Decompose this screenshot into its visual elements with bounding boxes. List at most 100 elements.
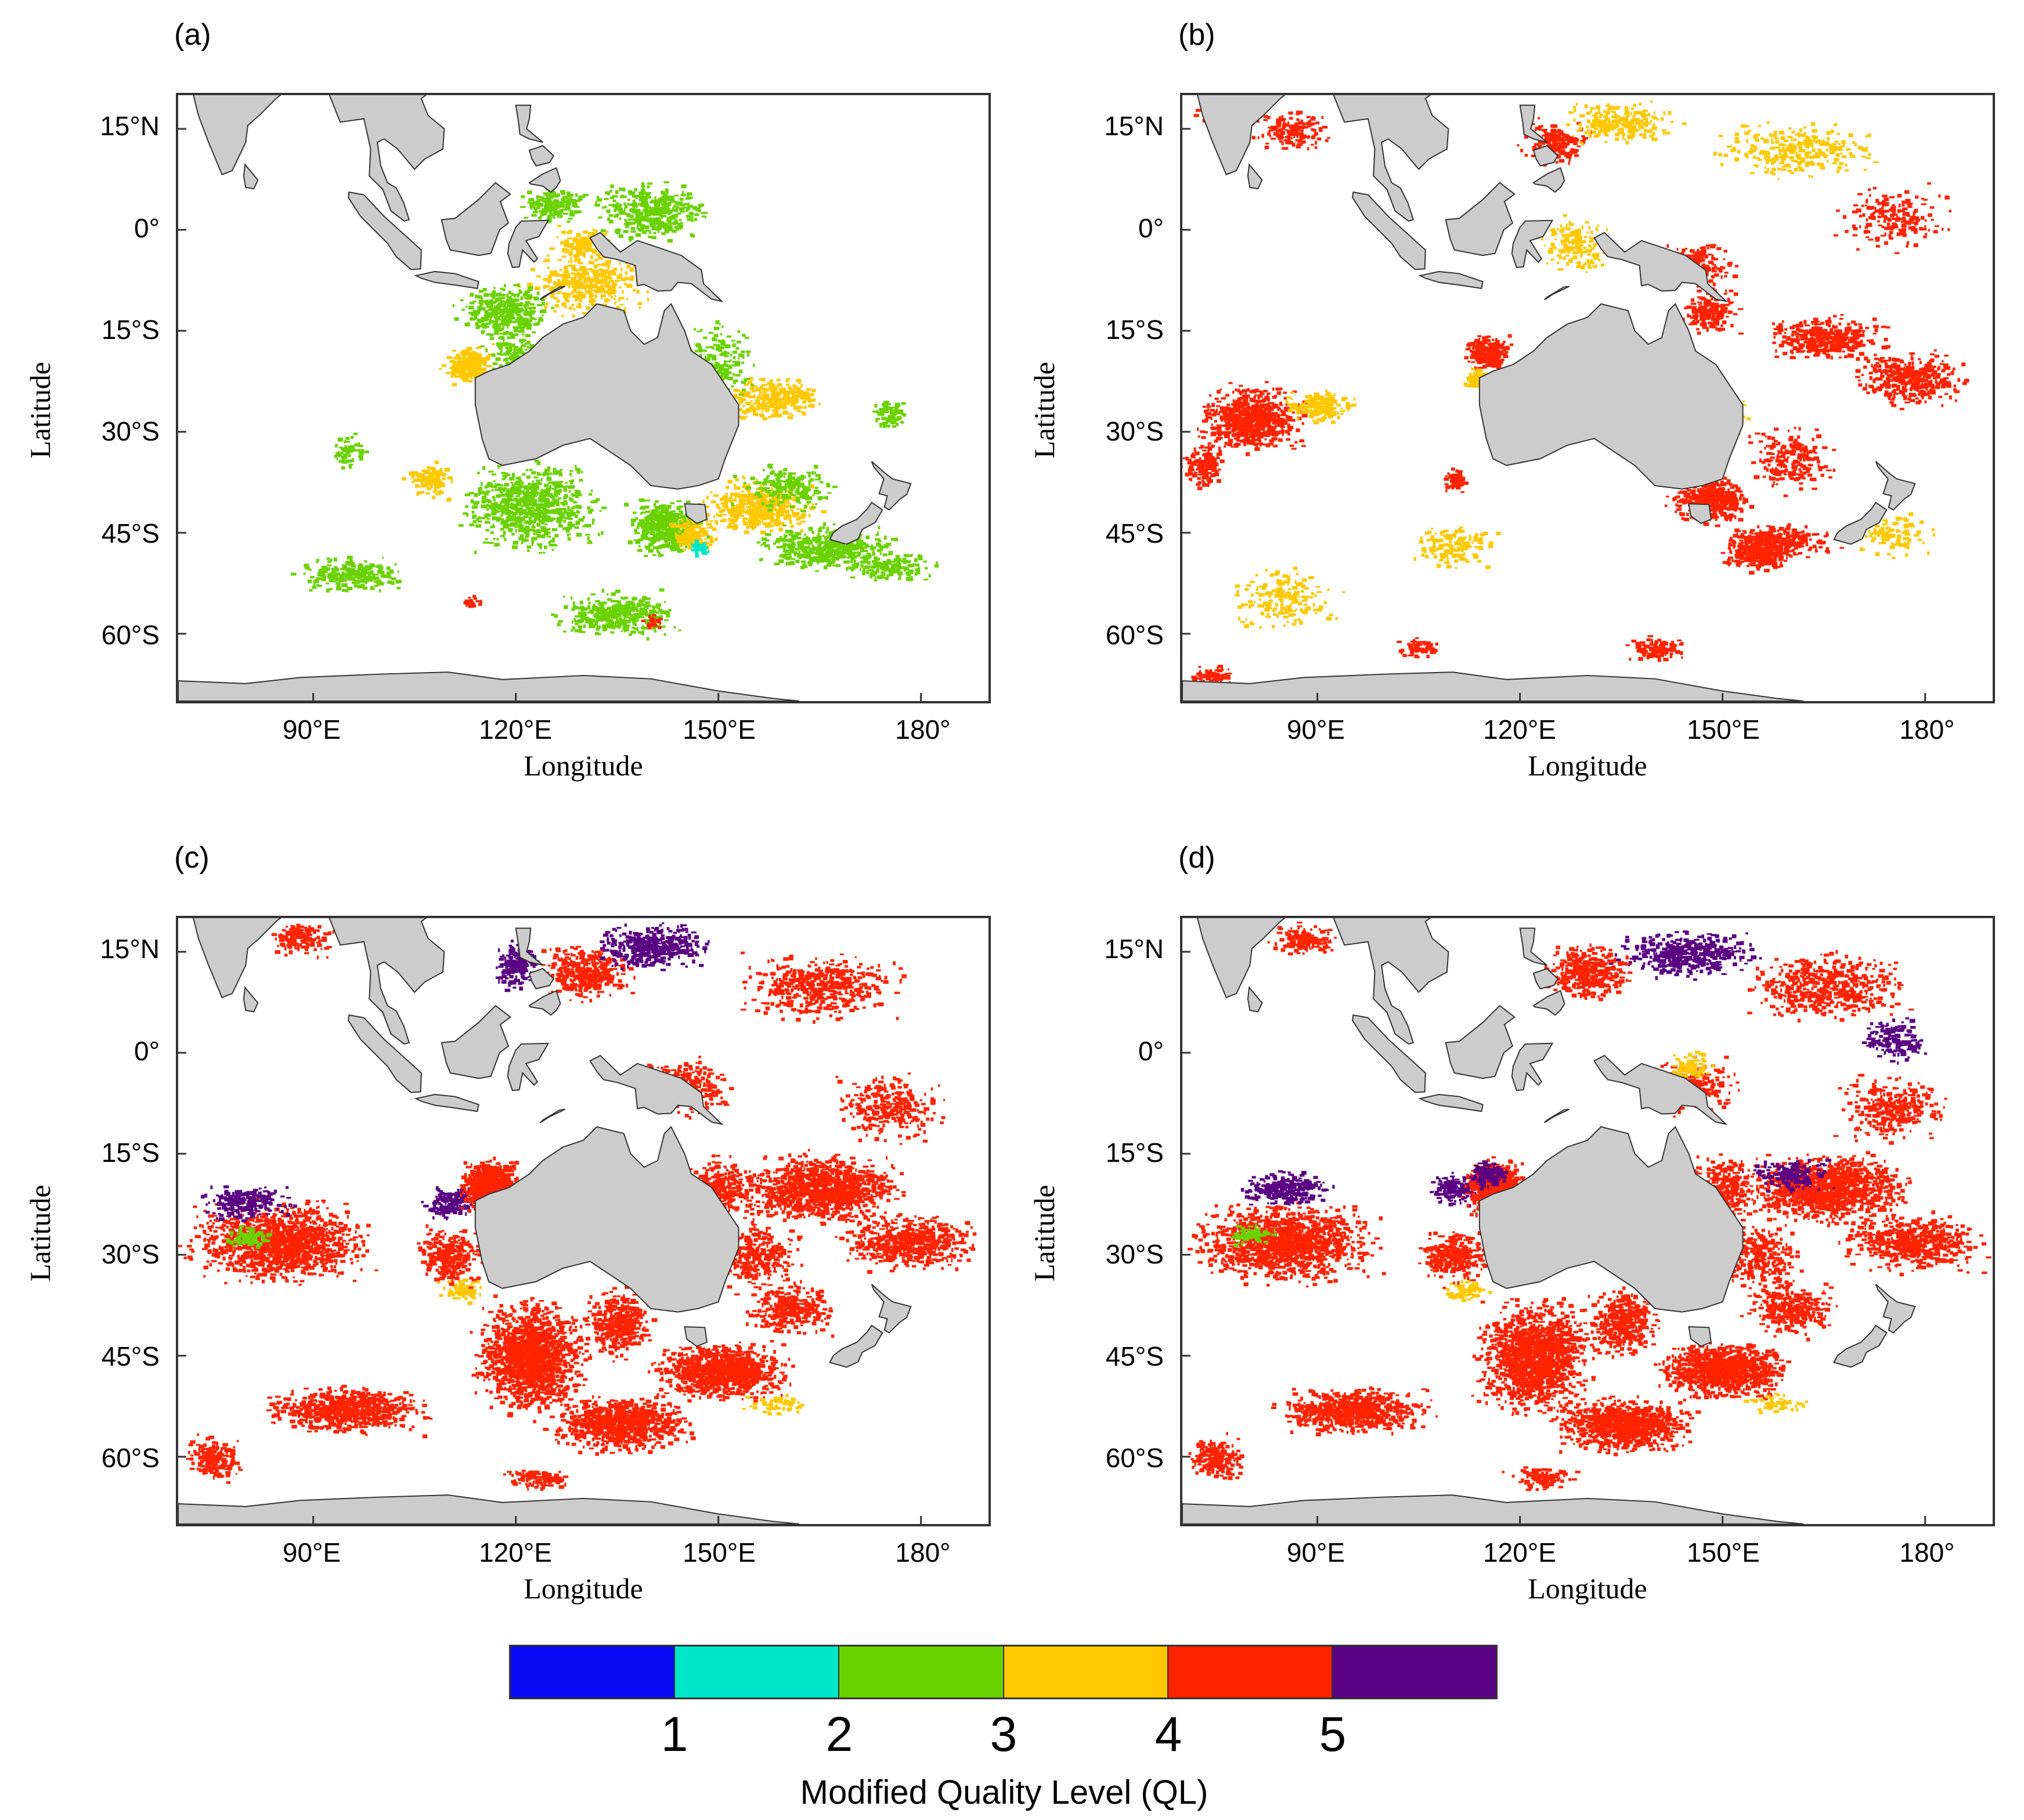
ql-cluster	[520, 187, 589, 223]
land-nz_south	[1833, 1324, 1888, 1368]
ql-cluster	[439, 343, 495, 387]
ql-cluster	[1680, 287, 1744, 338]
ql-cluster	[1187, 1198, 1386, 1288]
panel-c: (c) Longitude Latitude 15°N 0° 15°S 30°S 45°…	[0, 823, 1012, 1646]
land-luzon	[515, 927, 543, 966]
lon-tick-label: 90°E	[282, 1537, 341, 1568]
ql-cluster	[1740, 1281, 1838, 1342]
ql-cluster	[756, 522, 899, 572]
ql-cluster	[600, 922, 710, 972]
lon-tick-label: 120°E	[479, 714, 552, 745]
ql-cluster	[458, 460, 607, 554]
lat-tick-label: 45°S	[101, 518, 160, 548]
land-sumatra	[1352, 1014, 1426, 1093]
map-canvas	[1182, 918, 1991, 1524]
land-antarctica	[178, 671, 800, 701]
lat-tick-label: 45°S	[1105, 518, 1164, 548]
ql-cluster	[290, 555, 402, 593]
ql-speckle-field	[290, 181, 939, 641]
land-india	[193, 95, 282, 176]
ql-cluster	[1855, 349, 1969, 410]
land-borneo	[1445, 182, 1516, 257]
land-tasmania	[1688, 503, 1712, 524]
ql-cluster	[582, 1285, 658, 1363]
land-mindanao	[1532, 167, 1565, 193]
land-australia	[474, 1125, 739, 1313]
land-mindanao	[528, 990, 561, 1016]
lat-tick-label: 15°S	[101, 1138, 160, 1168]
ql-cluster	[1471, 1297, 1597, 1417]
land-timor	[1543, 286, 1570, 301]
ql-cluster	[178, 1197, 378, 1286]
ql-cluster	[401, 460, 453, 502]
panel-label: (b)	[1178, 18, 1215, 52]
colorbar-swatch	[511, 1646, 676, 1698]
lon-tick-label: 150°E	[1687, 714, 1760, 745]
land-australia	[474, 302, 739, 490]
ql-cluster	[594, 181, 708, 243]
ql-cluster	[421, 1186, 477, 1220]
ql-cluster	[437, 1278, 482, 1305]
ql-cluster	[648, 1339, 795, 1403]
land-java	[1418, 270, 1484, 290]
ql-cluster	[1182, 445, 1225, 490]
land-mindanao	[528, 167, 561, 193]
ql-cluster	[835, 1213, 977, 1274]
land-australia	[1478, 1125, 1744, 1313]
colorbar-swatch	[675, 1646, 840, 1698]
lat-tick-label: 15°N	[1104, 111, 1164, 142]
lon-tick-label: 90°E	[1286, 714, 1345, 745]
ql-cluster	[1196, 381, 1308, 456]
ql-cluster	[463, 595, 482, 608]
land-sulawesi	[1511, 1042, 1554, 1091]
ql-cluster	[417, 1224, 485, 1290]
ql-cluster	[1672, 1050, 1715, 1083]
x-axis-title: Longitude	[1528, 1572, 1647, 1605]
colorbar-title: Modified Quality Level (QL)	[800, 1774, 1208, 1811]
lon-tick-label: 180°	[895, 1537, 951, 1568]
land-nz_south	[829, 1324, 883, 1368]
ql-cluster	[1713, 121, 1879, 180]
ql-cluster	[1188, 1432, 1244, 1480]
ql-cluster	[1772, 313, 1890, 363]
ql-cluster	[1833, 1074, 1947, 1145]
map-frame	[176, 916, 991, 1526]
land-sulawesi	[507, 1042, 550, 1091]
ql-cluster	[1583, 1286, 1661, 1359]
land-newguinea	[1593, 232, 1728, 302]
lat-tick-label: 15°N	[1104, 934, 1164, 965]
ql-cluster	[1852, 512, 1935, 559]
land-newguinea	[589, 232, 724, 302]
land-india	[1197, 95, 1286, 176]
lon-tick-label: 120°E	[1483, 714, 1556, 745]
ql-cluster	[551, 588, 681, 641]
land-borneo	[1445, 1005, 1516, 1079]
land-borneo	[441, 1005, 511, 1079]
ql-cluster	[1444, 467, 1469, 493]
ql-cluster	[1397, 637, 1438, 659]
lon-tick-label: 120°E	[479, 1537, 552, 1568]
land-australia	[1478, 302, 1744, 490]
ql-cluster	[1271, 1386, 1438, 1437]
colorbar	[509, 1645, 1498, 1699]
panel-label: (d)	[1178, 841, 1215, 875]
ql-cluster	[727, 377, 821, 421]
land-srilanka	[243, 986, 259, 1013]
lon-tick-label: 90°E	[282, 714, 341, 745]
colorbar-swatch	[1004, 1646, 1168, 1698]
land-java	[414, 1093, 479, 1113]
land-tasmania	[684, 503, 708, 524]
ql-cluster	[1267, 922, 1337, 956]
land-java	[414, 270, 479, 290]
land-timor	[539, 286, 566, 301]
colorbar-swatch	[1332, 1646, 1496, 1698]
ql-cluster	[1543, 943, 1633, 1002]
ql-cluster	[735, 1149, 906, 1226]
ql-cluster	[1747, 949, 1914, 1023]
land-nz_north	[871, 461, 912, 511]
ql-cluster	[1654, 1340, 1792, 1400]
ql-cluster	[1231, 1223, 1277, 1248]
lat-tick-label: 45°S	[101, 1341, 160, 1371]
ql-cluster	[541, 945, 636, 1003]
colorbar-swatch	[839, 1646, 1004, 1698]
